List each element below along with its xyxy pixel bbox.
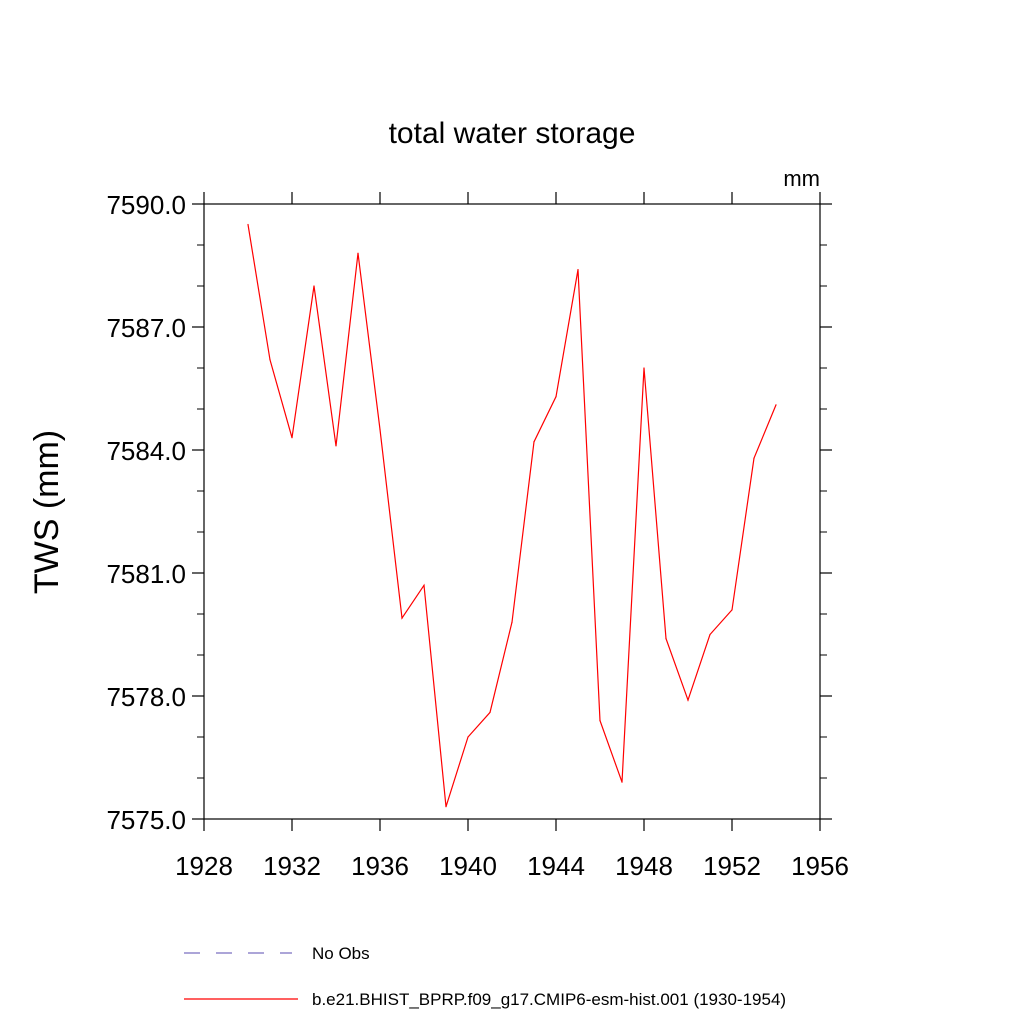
data-point: [423, 584, 425, 586]
data-point: [291, 437, 293, 439]
data-point: [687, 699, 689, 701]
x-tick-label: 1948: [615, 851, 673, 881]
data-point: [709, 633, 711, 636]
units-label: mm: [783, 166, 820, 191]
legend-label-model-run: b.e21.BHIST_BPRP.f09_g17.CMIP6-esm-hist.…: [312, 990, 786, 1009]
data-point: [577, 269, 579, 271]
y-tick-label: 7584.0: [106, 436, 186, 466]
x-tick-label: 1928: [175, 851, 233, 881]
x-tick-label: 1936: [351, 851, 409, 881]
data-point: [599, 720, 601, 722]
data-point: [247, 223, 249, 226]
data-point: [643, 367, 645, 369]
data-point: [401, 617, 403, 619]
x-tick-label: 1940: [439, 851, 497, 881]
y-tick-label: 7581.0: [106, 559, 186, 589]
data-point: [467, 736, 469, 738]
data-point: [489, 711, 491, 714]
data-point: [335, 445, 337, 447]
data-point: [533, 441, 535, 443]
x-tick-label: 1952: [703, 851, 761, 881]
y-tick-label: 7587.0: [106, 313, 186, 343]
y-axis-ticks: 7575.0 7578.0 7581.0 7584.0 7587.0 7590.0: [106, 190, 832, 835]
x-tick-label: 1944: [527, 851, 585, 881]
x-axis-ticks: 1928 1932 1936 1940 1944 1948 1952 1956: [175, 192, 849, 881]
data-point: [357, 252, 359, 254]
data-point: [511, 621, 513, 623]
y-tick-label: 7575.0: [106, 805, 186, 835]
data-point: [313, 285, 315, 287]
x-tick-label: 1956: [791, 851, 849, 881]
y-tick-label: 7578.0: [106, 682, 186, 712]
x-tick-label: 1932: [263, 851, 321, 881]
legend: No Obs b.e21.BHIST_BPRP.f09_g17.CMIP6-es…: [184, 944, 786, 1009]
data-point: [379, 428, 381, 431]
series-layer: [247, 223, 777, 808]
data-point: [555, 396, 557, 398]
data-point: [269, 359, 271, 361]
data-point: [753, 457, 755, 459]
series-line: [247, 224, 777, 807]
data-point: [621, 781, 623, 783]
legend-label-no-obs: No Obs: [312, 944, 370, 963]
plot-frame: [203, 203, 821, 820]
chart-title: total water storage: [389, 117, 636, 150]
data-point: [775, 404, 777, 406]
data-point: [665, 638, 667, 640]
y-tick-label: 7590.0: [106, 190, 186, 220]
y-axis-label: TWS (mm): [28, 430, 66, 594]
data-point: [445, 806, 447, 808]
data-point: [731, 609, 733, 611]
